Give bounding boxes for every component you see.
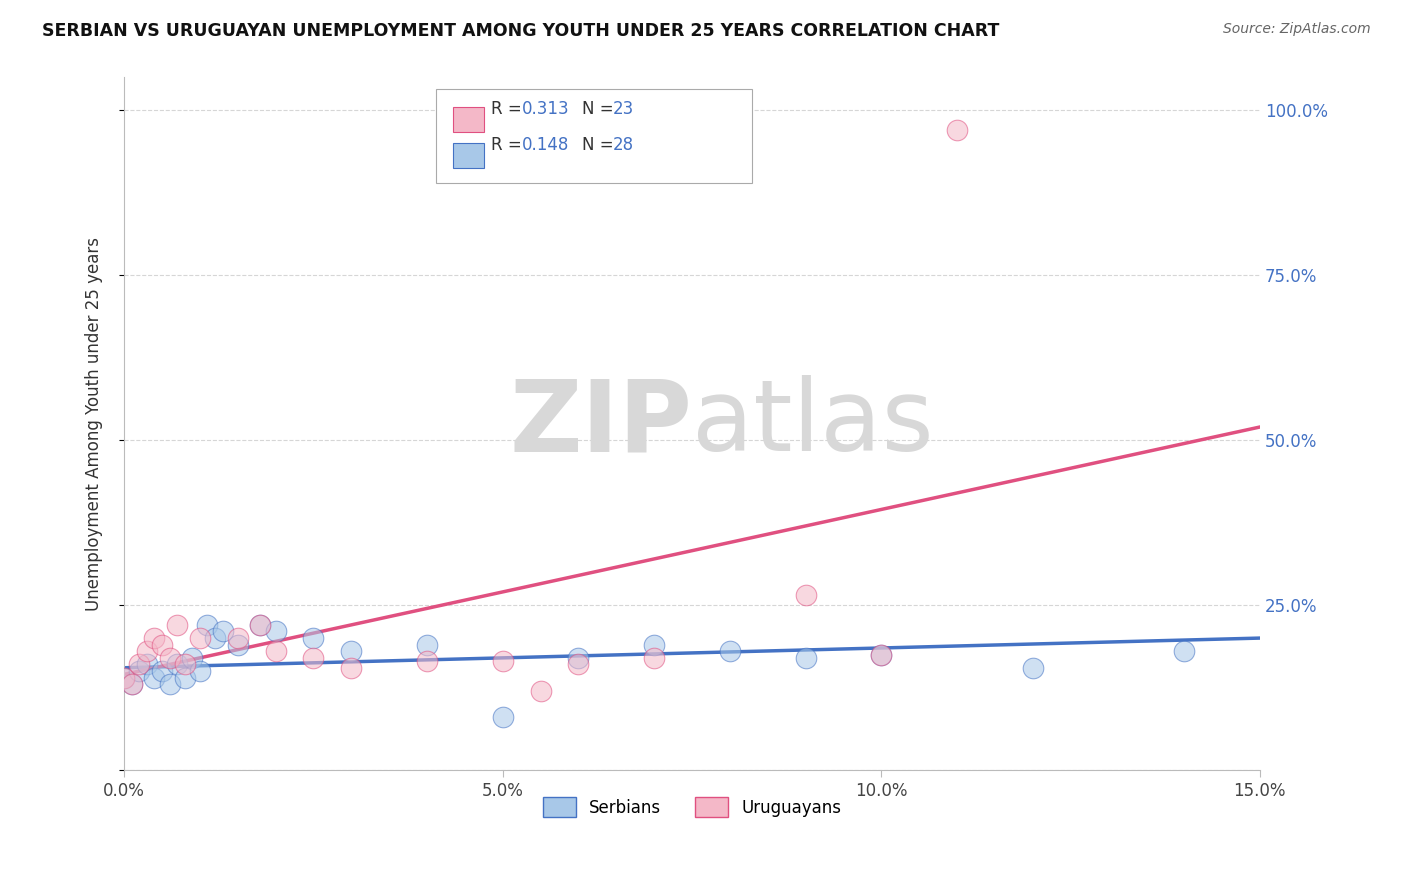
Point (567, 657, 589, 672)
Point (529, 683, 551, 698)
Point (181, 651, 204, 665)
Point (204, 631, 226, 645)
Point (416, 638, 439, 652)
Point (112, 671, 135, 685)
Legend: Serbians, Uruguayans: Serbians, Uruguayans (536, 790, 848, 824)
Point (249, 618, 271, 632)
Point (211, 624, 233, 639)
Text: Source: ZipAtlas.com: Source: ZipAtlas.com (1223, 22, 1371, 37)
Text: N =: N = (582, 136, 619, 153)
Text: ZIP: ZIP (509, 376, 692, 472)
Point (249, 618, 271, 632)
Point (188, 631, 211, 645)
Text: 23: 23 (613, 100, 634, 118)
Point (946, 123, 969, 137)
Point (166, 618, 188, 632)
Point (188, 664, 211, 678)
Point (492, 654, 515, 668)
Point (121, 677, 143, 691)
Point (143, 671, 166, 685)
Point (340, 644, 363, 658)
Point (112, 671, 135, 685)
Point (143, 631, 166, 645)
Point (159, 651, 181, 665)
Point (128, 657, 150, 672)
Point (794, 588, 817, 602)
Point (718, 644, 741, 658)
Point (302, 631, 325, 645)
Point (173, 657, 195, 672)
Point (870, 648, 893, 662)
Text: 28: 28 (613, 136, 634, 153)
Point (173, 671, 195, 685)
Point (1022, 661, 1045, 675)
Text: atlas: atlas (692, 376, 934, 472)
Point (567, 651, 589, 665)
Point (121, 677, 143, 691)
Point (794, 651, 817, 665)
Point (643, 638, 665, 652)
Point (166, 657, 188, 672)
Point (340, 661, 363, 675)
Point (150, 638, 173, 652)
Point (135, 644, 157, 658)
Point (302, 651, 325, 665)
Point (870, 648, 893, 662)
Point (264, 624, 287, 639)
Y-axis label: Unemployment Among Youth under 25 years: Unemployment Among Youth under 25 years (86, 236, 103, 611)
Point (643, 651, 665, 665)
Text: R =: R = (491, 136, 527, 153)
Point (135, 657, 157, 672)
Point (416, 654, 439, 668)
Point (264, 644, 287, 658)
Text: SERBIAN VS URUGUAYAN UNEMPLOYMENT AMONG YOUTH UNDER 25 YEARS CORRELATION CHART: SERBIAN VS URUGUAYAN UNEMPLOYMENT AMONG … (42, 22, 1000, 40)
Point (1173, 644, 1195, 658)
Point (226, 631, 249, 645)
Point (128, 664, 150, 678)
Point (492, 710, 515, 724)
Text: N =: N = (582, 100, 619, 118)
Text: 0.313: 0.313 (522, 100, 569, 118)
Text: 0.148: 0.148 (522, 136, 569, 153)
Point (150, 664, 173, 678)
Point (197, 618, 219, 632)
Point (226, 638, 249, 652)
Text: R =: R = (491, 100, 527, 118)
Point (159, 677, 181, 691)
